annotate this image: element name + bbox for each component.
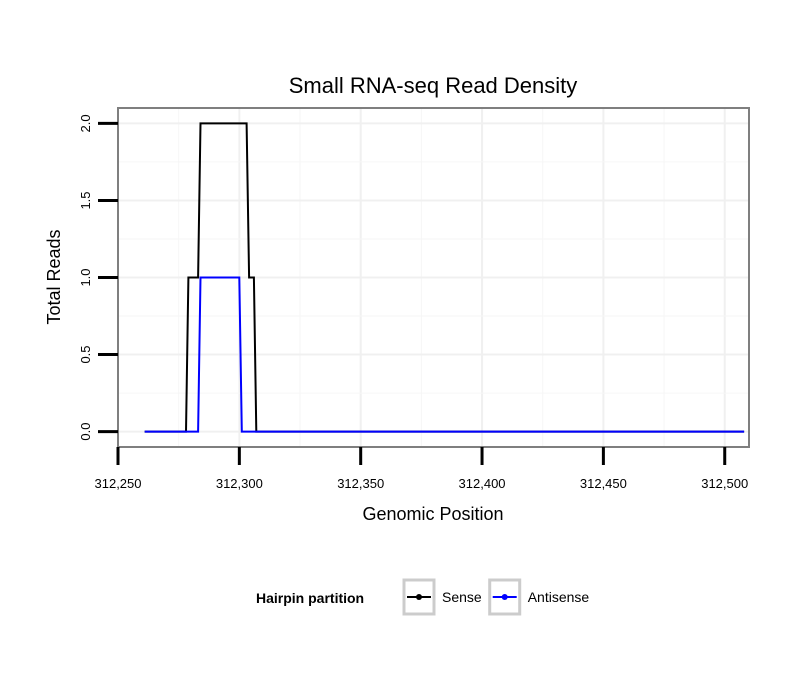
x-axis: 312,250 312,300 312,350 312,400 312,450 312,5… [95, 447, 748, 491]
x-tick-label: 312,500 [701, 476, 748, 491]
y-axis-title: Total Reads [44, 229, 64, 324]
legend-item-antisense: Antisense [488, 578, 590, 616]
y-tick-label: 0.5 [78, 345, 93, 363]
legend-item-sense: Sense [402, 578, 482, 616]
y-tick-label: 1.0 [78, 268, 93, 286]
legend-title: Hairpin partition [256, 590, 364, 606]
chart-title: Small RNA-seq Read Density [289, 73, 578, 98]
legend-key-point [416, 594, 422, 600]
grid-lines [117, 108, 749, 447]
x-tick-label: 312,450 [580, 476, 627, 491]
legend: Hairpin partition Sense Antisense [256, 578, 590, 616]
x-tick-label: 312,250 [95, 476, 142, 491]
y-axis: 0.0 0.5 1.0 1.5 2.0 [78, 114, 118, 441]
y-tick-label: 0.0 [78, 423, 93, 441]
x-tick-label: 312,300 [216, 476, 263, 491]
series-line-sense [144, 122, 745, 433]
legend-key-point [501, 594, 508, 600]
x-tick-label: 312,350 [337, 476, 384, 491]
series-line-antisense [144, 276, 745, 433]
x-tick-label: 312,400 [459, 476, 506, 491]
legend-label: Sense [442, 589, 482, 605]
series-lines [144, 122, 745, 433]
legend-label: Antisense [528, 589, 590, 605]
y-tick-label: 1.5 [78, 191, 93, 209]
x-axis-title: Genomic Position [362, 504, 503, 524]
y-tick-label: 2.0 [78, 114, 93, 132]
